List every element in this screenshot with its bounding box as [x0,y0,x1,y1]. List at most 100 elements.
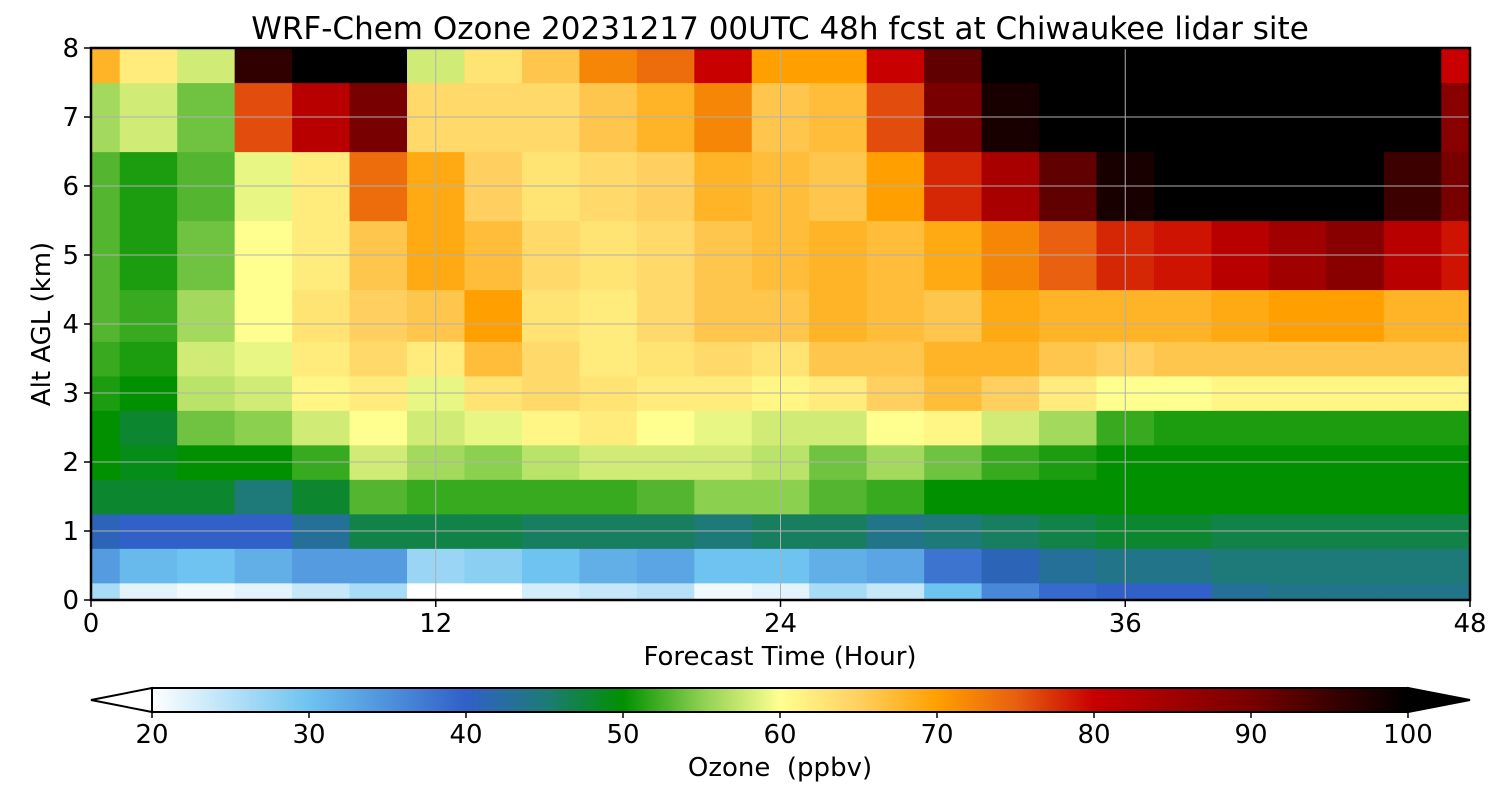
y-tick-label: 0 [62,586,79,616]
heatmap-cell [1441,479,1470,515]
heatmap-cell [1268,410,1327,446]
heatmap-cell [349,410,408,446]
y-tick-label: 7 [62,103,79,133]
grid-lines [91,48,1470,600]
heatmap-cell [1383,479,1442,515]
heatmap-cell [694,582,753,600]
heatmap-cell [924,48,983,84]
heatmap-cell [579,48,638,84]
heatmap-cell [1268,341,1327,377]
heatmap-cell [866,582,925,600]
heatmap-cell [119,548,178,584]
heatmap-cell [579,410,638,446]
heatmap-cell [809,341,868,377]
heatmap-cell [694,548,753,584]
chart-title: WRF-Chem Ozone 20231217 00UTC 48h fcst a… [251,11,1309,47]
heatmap-cell [234,548,293,584]
colorbar-ticks: 20 30 40 50 60 70 80 90 100 [135,712,1433,750]
heatmap-cell [349,479,408,515]
colorbar-tick-label: 30 [292,720,325,750]
colorbar-tick-label: 70 [920,720,953,750]
colorbar-low-extend [90,686,153,714]
heatmap-cell [924,289,983,342]
heatmap-cell [177,341,236,377]
colorbar-gradient [152,688,1408,712]
heatmap-cell [1383,410,1442,446]
y-tick-label: 1 [62,517,79,547]
heatmap-cell [292,289,351,342]
heatmap-cell [91,479,121,515]
heatmap-cell [866,548,925,584]
heatmap-cell [1039,548,1098,584]
heatmap-cell [91,548,121,584]
heatmap-cell [349,289,408,342]
heatmap-cell [636,548,695,584]
colorbar-tick-label: 40 [449,720,482,750]
heatmap-cell [1153,479,1213,515]
heatmap-cell [119,341,178,377]
heatmap-cell [177,48,236,84]
heatmap-cell [91,341,121,377]
colorbar-tick-label: 90 [1234,720,1267,750]
heatmap-cell [694,289,753,342]
heatmap-cell [1153,341,1213,377]
heatmap-cell [1441,48,1470,84]
heatmap-cell [91,582,121,600]
heatmap-cell [91,289,121,342]
x-tick-label: 12 [419,609,452,639]
heatmap-cell [1326,479,1385,515]
heatmap-cell [694,410,753,446]
heatmap-cell [579,582,638,600]
heatmap-cell [234,410,293,446]
heatmap-cell [1383,48,1442,84]
heatmap-cell [636,289,695,342]
heatmap-cell [809,48,868,84]
heatmap-cell [521,582,580,600]
heatmap-cell [636,479,695,515]
heatmap-cell [292,341,351,377]
heatmap-cell [177,582,236,600]
heatmap-cell [579,479,638,515]
heatmap-cell [234,479,293,515]
heatmap-cell [866,410,925,446]
y-tick-label: 8 [62,34,79,64]
heatmap-cell [1268,582,1327,600]
heatmap-cell [177,548,236,584]
heatmap-cell [1383,289,1442,342]
heatmap-cell [924,479,983,515]
heatmap-cell [1211,341,1270,377]
heatmap-cell [1383,548,1442,584]
heatmap-cell [981,341,1040,377]
heatmap-cell [1211,479,1270,515]
heatmap-cell [1441,410,1470,446]
heatmap-cell [91,410,121,446]
heatmap-cell [177,479,236,515]
heatmap-cell [579,341,638,377]
heatmap-cell [91,48,121,84]
heatmap-cell [1441,582,1470,600]
heatmap-cell [292,479,351,515]
heatmap-cell [234,289,293,342]
colorbar: 20 30 40 50 60 70 80 90 100 [90,686,1471,750]
heatmap-cell [1211,548,1270,584]
heatmap-cell [1153,289,1213,342]
colorbar-high-extend [1407,686,1471,714]
heatmap-cell [292,548,351,584]
heatmap-cell [349,341,408,377]
heatmap-cell [981,582,1040,600]
heatmap-cell [292,48,351,84]
y-tick-label: 3 [62,379,79,409]
heatmap-cell [1039,341,1098,377]
heatmap-cell [1039,48,1098,84]
heatmap-cell [1039,289,1098,342]
heatmap-cell [809,289,868,342]
heatmap-cell [521,341,580,377]
heatmap-cell [292,582,351,600]
x-tick-label: 0 [83,609,100,639]
heatmap-cell [1326,410,1385,446]
y-tick-label: 6 [62,172,79,202]
heatmap-cell [981,289,1040,342]
heatmap-cell [1211,48,1270,84]
heatmap-cell [521,48,580,84]
